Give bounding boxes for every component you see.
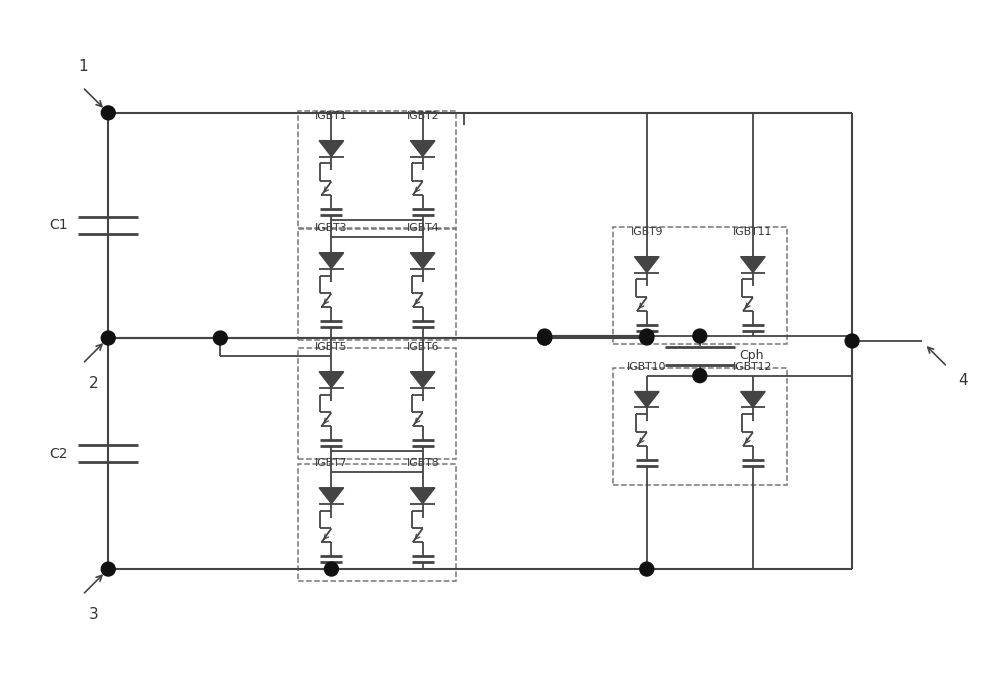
Bar bbox=[298, 348, 456, 459]
Polygon shape bbox=[741, 391, 765, 408]
Text: IGBT6: IGBT6 bbox=[406, 342, 439, 352]
Text: IGBT12: IGBT12 bbox=[733, 362, 773, 372]
Polygon shape bbox=[410, 253, 435, 268]
Polygon shape bbox=[319, 253, 344, 268]
Polygon shape bbox=[410, 488, 435, 504]
Polygon shape bbox=[410, 141, 435, 157]
Circle shape bbox=[693, 329, 707, 343]
Text: C2: C2 bbox=[49, 447, 68, 460]
Text: 1: 1 bbox=[79, 59, 88, 74]
Circle shape bbox=[101, 106, 115, 120]
Circle shape bbox=[538, 331, 552, 345]
Polygon shape bbox=[319, 141, 344, 157]
Polygon shape bbox=[410, 372, 435, 387]
Text: IGBT5: IGBT5 bbox=[315, 342, 348, 352]
Bar bbox=[298, 111, 456, 228]
Text: C1: C1 bbox=[49, 218, 68, 233]
Text: IGBT2: IGBT2 bbox=[406, 111, 439, 121]
Bar bbox=[613, 368, 787, 485]
Text: 4: 4 bbox=[958, 372, 968, 387]
Text: 2: 2 bbox=[89, 376, 98, 391]
Text: IGBT3: IGBT3 bbox=[315, 223, 348, 233]
Circle shape bbox=[640, 329, 654, 343]
Polygon shape bbox=[634, 391, 659, 408]
Circle shape bbox=[693, 368, 707, 383]
Text: IGBT9: IGBT9 bbox=[631, 227, 663, 237]
Bar bbox=[613, 227, 787, 344]
Circle shape bbox=[640, 562, 654, 576]
Bar bbox=[298, 464, 456, 581]
Circle shape bbox=[538, 329, 552, 343]
Circle shape bbox=[324, 562, 338, 576]
Text: IGBT4: IGBT4 bbox=[406, 223, 439, 233]
Bar bbox=[298, 229, 456, 340]
Circle shape bbox=[845, 334, 859, 348]
Text: 3: 3 bbox=[88, 606, 98, 622]
Text: IGBT10: IGBT10 bbox=[627, 362, 667, 372]
Circle shape bbox=[101, 331, 115, 345]
Polygon shape bbox=[634, 257, 659, 272]
Circle shape bbox=[538, 331, 552, 345]
Text: IGBT8: IGBT8 bbox=[406, 458, 439, 468]
Text: IGBT7: IGBT7 bbox=[315, 458, 348, 468]
Polygon shape bbox=[319, 372, 344, 387]
Text: IGBT1: IGBT1 bbox=[315, 111, 348, 121]
Circle shape bbox=[101, 562, 115, 576]
Polygon shape bbox=[741, 257, 765, 272]
Polygon shape bbox=[319, 488, 344, 504]
Circle shape bbox=[213, 331, 227, 345]
Text: IGBT11: IGBT11 bbox=[733, 227, 773, 237]
Text: Cph: Cph bbox=[740, 349, 764, 362]
Circle shape bbox=[640, 331, 654, 345]
